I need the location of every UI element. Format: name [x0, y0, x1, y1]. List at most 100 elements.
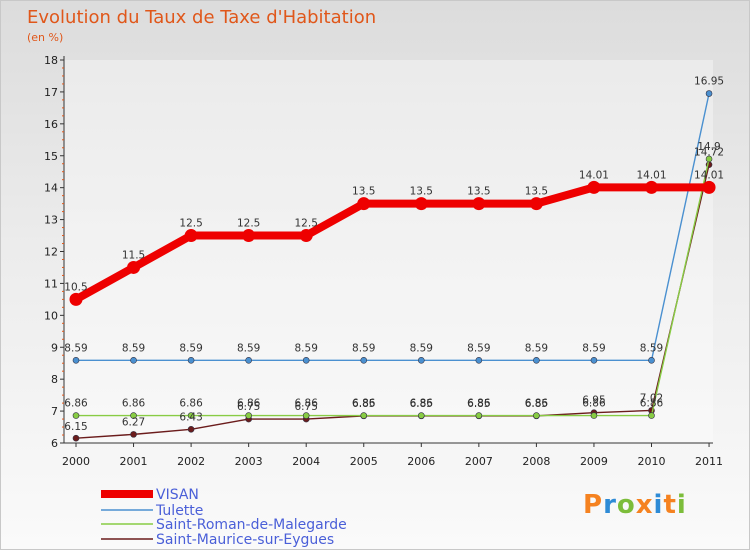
data-label: 6.86 [64, 398, 88, 410]
data-label: 6.86 [295, 398, 319, 410]
data-label: 6.86 [122, 398, 146, 410]
data-label: 8.59 [640, 342, 663, 354]
data-point [245, 412, 252, 419]
data-point [417, 412, 425, 419]
data-label: 6.86 [582, 398, 606, 410]
y-tick-label: 15 [44, 150, 58, 163]
data-point [187, 412, 195, 419]
data-point [242, 229, 256, 243]
data-label: 6.86 [179, 398, 203, 410]
data-point [475, 412, 483, 419]
data-label: 8.59 [352, 342, 375, 354]
data-label: 6.85 [467, 398, 490, 410]
y-tick-label: 9 [51, 341, 58, 354]
data-label: 14.01 [579, 169, 609, 181]
y-tick-label: 7 [51, 405, 58, 418]
logo-letter: r [603, 490, 617, 520]
data-label: 6.43 [179, 411, 202, 423]
data-point [127, 260, 141, 274]
data-point [414, 197, 428, 211]
series-saint-roman-de-malegarde [72, 155, 713, 419]
data-point [302, 357, 310, 364]
data-label: 10.5 [64, 281, 87, 293]
logo-letter: t [663, 490, 677, 520]
data-point [130, 412, 137, 419]
x-tick-label: 2011 [695, 455, 723, 468]
data-label: 6.86 [467, 398, 491, 410]
logo-letter: i [653, 490, 664, 520]
axes: 6 7 8 9 10 11 12 13 14 15 16 17 18 2000 2001 2002 2003 20… [44, 54, 723, 468]
x-tick-label: 2010 [638, 455, 666, 468]
data-label: 6.86 [352, 398, 376, 410]
data-label: 6.95 [582, 395, 605, 407]
data-point [130, 357, 137, 364]
series-visan [69, 180, 716, 306]
data-label: 8.59 [179, 342, 202, 354]
data-label: 8.59 [525, 342, 548, 354]
data-label: 6.75 [295, 401, 318, 413]
x-tick-label: 2000 [62, 455, 90, 468]
y-axis-unit-label: (en %) [27, 31, 64, 44]
data-point [533, 357, 540, 364]
legend-label: Saint-Maurice-sur-Eygues [156, 532, 334, 548]
data-point [475, 357, 483, 364]
logo-letter: o [616, 490, 636, 520]
data-label: 6.15 [64, 421, 87, 433]
x-tick-label: 2005 [350, 455, 378, 468]
data-point [360, 357, 368, 364]
data-point [590, 412, 598, 419]
data-label: 6.85 [525, 398, 548, 410]
data-point [529, 197, 543, 211]
data-label: 12.5 [295, 218, 318, 230]
y-tick-label: 14 [44, 182, 58, 195]
x-tick-label: 2007 [465, 455, 493, 468]
data-label: 8.59 [237, 342, 260, 354]
data-label: 7.02 [640, 392, 663, 404]
data-label: 6.27 [122, 416, 145, 428]
data-label: 14.01 [694, 169, 724, 181]
x-tick-label: 2004 [292, 455, 320, 468]
data-label: 13.5 [352, 186, 375, 198]
data-point [72, 357, 80, 364]
data-labels-layer: 10.5 11.5 12.5 12.5 12.5 13.5 13.5 13.5 13.5 14.0… [64, 76, 724, 434]
data-point [533, 412, 540, 419]
y-tick-label: 10 [44, 309, 58, 322]
data-point [72, 412, 80, 419]
chart-title: Evolution du Taux de Taxe d'Habitation [27, 7, 377, 28]
data-label: 6.85 [410, 398, 433, 410]
data-point [587, 180, 601, 194]
y-tick-label: 12 [44, 246, 58, 259]
data-label: 11.5 [122, 249, 145, 261]
data-label: 14.01 [636, 169, 666, 181]
y-tick-label: 11 [44, 277, 58, 290]
data-label: 8.59 [410, 342, 433, 354]
data-point [648, 357, 655, 364]
data-point [357, 197, 371, 211]
data-label: 6.86 [640, 398, 664, 410]
x-tick-label: 2008 [522, 455, 550, 468]
series-tulette [72, 90, 713, 364]
legend-label: VISAN [156, 487, 199, 503]
logo-letter: x [635, 490, 654, 520]
series-line [72, 183, 714, 304]
data-point [72, 434, 80, 442]
data-point [702, 180, 716, 194]
legend: VISANTuletteSaint-Roman-de-MalegardeSain… [101, 487, 347, 548]
data-point [299, 229, 313, 243]
data-point [417, 357, 425, 364]
data-point [302, 412, 310, 419]
data-point [187, 425, 195, 433]
data-point [705, 155, 713, 163]
data-label: 6.75 [237, 401, 260, 413]
data-point [705, 90, 713, 97]
data-point [184, 229, 198, 243]
y-tick-label: 17 [44, 86, 58, 99]
data-point [645, 180, 658, 194]
logo-letter: i [676, 490, 687, 520]
x-tick-label: 2006 [407, 455, 435, 468]
y-tick-label: 13 [44, 214, 58, 227]
y-tick-label: 6 [51, 437, 58, 450]
data-label: 13.5 [467, 186, 490, 198]
proxiti-logo: Proxiti [583, 490, 687, 520]
